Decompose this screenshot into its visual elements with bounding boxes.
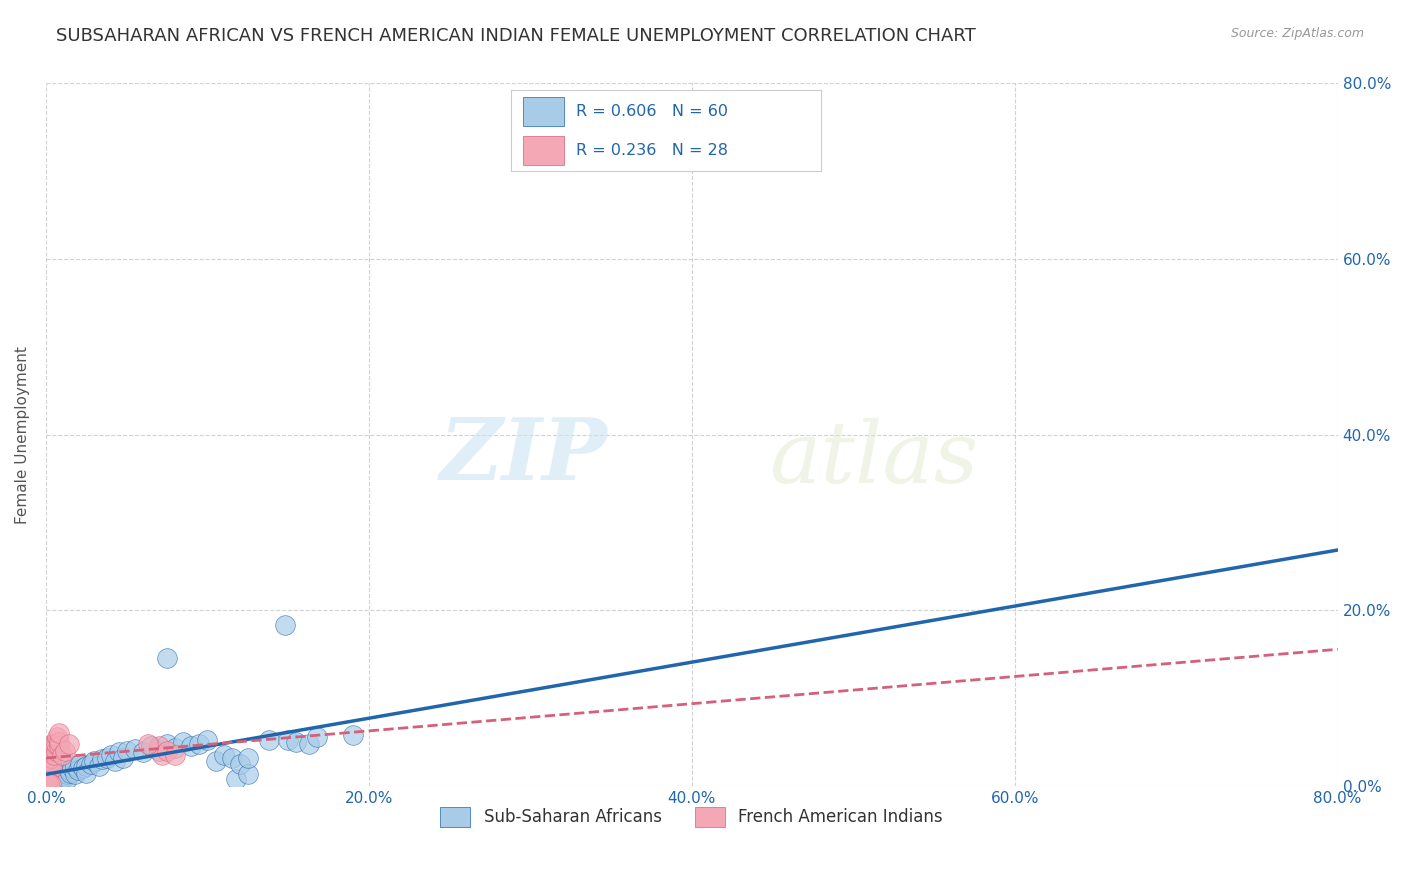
Point xyxy=(48,726,70,740)
Point xyxy=(63,767,86,781)
Point xyxy=(75,765,97,780)
Point xyxy=(48,774,70,789)
Point xyxy=(188,737,211,751)
Point xyxy=(46,731,69,745)
Point xyxy=(42,747,65,762)
Point xyxy=(236,750,259,764)
Point xyxy=(104,754,127,768)
Point xyxy=(165,741,187,756)
Point xyxy=(38,774,60,789)
Point xyxy=(42,774,65,789)
Point xyxy=(72,761,94,775)
Point xyxy=(139,739,162,754)
Point xyxy=(83,754,105,768)
Point xyxy=(115,744,138,758)
Point xyxy=(37,770,59,784)
Point xyxy=(156,651,179,665)
Point xyxy=(38,752,60,766)
Point xyxy=(39,756,62,771)
Point xyxy=(197,733,219,747)
Point xyxy=(51,772,73,786)
Point xyxy=(67,763,90,777)
Text: Source: ZipAtlas.com: Source: ZipAtlas.com xyxy=(1230,27,1364,40)
Point xyxy=(60,761,83,775)
Point xyxy=(165,747,187,762)
Point xyxy=(48,739,70,754)
Point xyxy=(41,761,63,775)
Point xyxy=(45,772,67,786)
Point xyxy=(41,737,63,751)
Point xyxy=(46,768,69,782)
Point xyxy=(100,747,122,762)
Point xyxy=(39,772,62,786)
Point xyxy=(96,750,118,764)
Point xyxy=(204,754,226,768)
Point xyxy=(42,770,65,784)
Point xyxy=(69,756,91,771)
Point xyxy=(51,747,73,762)
Point xyxy=(58,737,80,751)
Point xyxy=(38,759,60,773)
Point xyxy=(91,752,114,766)
Point xyxy=(41,776,63,790)
Point xyxy=(180,739,202,754)
Point xyxy=(148,739,170,754)
Point xyxy=(75,759,97,773)
Point xyxy=(172,735,194,749)
Point xyxy=(56,767,79,781)
Point xyxy=(221,750,243,764)
Point xyxy=(89,759,111,773)
Point xyxy=(212,747,235,762)
Point xyxy=(45,737,67,751)
Point xyxy=(39,777,62,791)
Point xyxy=(148,744,170,758)
Point xyxy=(38,777,60,791)
Point xyxy=(39,750,62,764)
Point xyxy=(80,756,103,771)
Point xyxy=(45,744,67,758)
Point xyxy=(53,770,76,784)
Point xyxy=(112,750,135,764)
Point xyxy=(42,737,65,751)
Point xyxy=(63,759,86,773)
Point xyxy=(49,768,72,782)
Point xyxy=(41,744,63,758)
Text: ZIP: ZIP xyxy=(440,414,607,498)
Point xyxy=(38,765,60,780)
Point xyxy=(136,737,159,751)
Legend: Sub-Saharan Africans, French American Indians: Sub-Saharan Africans, French American In… xyxy=(434,800,950,834)
Point xyxy=(107,746,129,760)
Point xyxy=(58,763,80,777)
Point xyxy=(342,728,364,742)
Point xyxy=(225,772,247,786)
Point xyxy=(285,735,308,749)
Point xyxy=(37,774,59,789)
Point xyxy=(124,742,146,756)
Point xyxy=(48,770,70,784)
Text: atlas: atlas xyxy=(769,417,979,500)
Point xyxy=(56,772,79,786)
Text: SUBSAHARAN AFRICAN VS FRENCH AMERICAN INDIAN FEMALE UNEMPLOYMENT CORRELATION CHA: SUBSAHARAN AFRICAN VS FRENCH AMERICAN IN… xyxy=(56,27,976,45)
Point xyxy=(59,765,82,780)
Point xyxy=(298,737,321,751)
Point xyxy=(307,731,329,745)
Point xyxy=(150,747,173,762)
Point xyxy=(53,744,76,758)
Point xyxy=(236,767,259,781)
Point xyxy=(277,733,299,747)
Point xyxy=(156,744,179,758)
Point xyxy=(274,618,297,632)
Point xyxy=(257,733,280,747)
Y-axis label: Female Unemployment: Female Unemployment xyxy=(15,346,30,524)
Point xyxy=(228,756,250,771)
Point xyxy=(156,737,179,751)
Point xyxy=(51,765,73,780)
Point xyxy=(48,735,70,749)
Point xyxy=(132,746,155,760)
